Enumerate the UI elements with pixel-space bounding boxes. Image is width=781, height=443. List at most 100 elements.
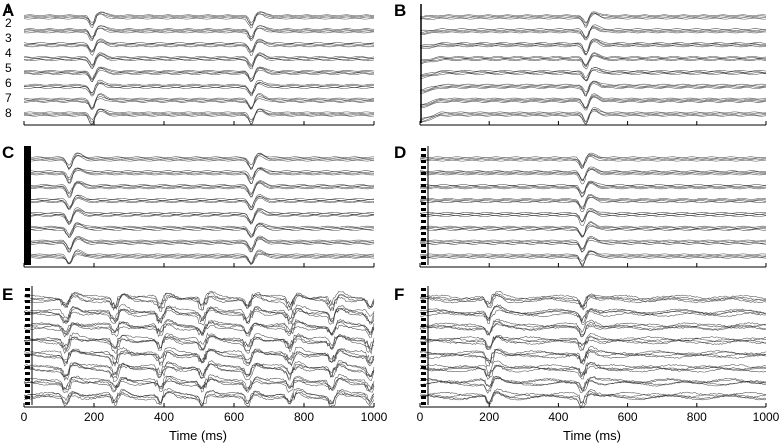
trace-line — [419, 377, 767, 392]
trace-line — [23, 375, 375, 391]
panel-label-e: E — [2, 285, 13, 304]
channel-6-traces — [419, 80, 767, 97]
trace-line — [23, 292, 375, 312]
stimulus-pulse — [421, 312, 426, 315]
stimulus-pulses — [421, 146, 429, 265]
x-tick-label: 0 — [21, 410, 28, 424]
channel-2-traces — [419, 166, 767, 185]
stimulus-pulse — [421, 220, 426, 223]
stimulus-pulse — [25, 396, 30, 399]
stimulus-pulse — [421, 402, 426, 405]
trace-line — [24, 98, 375, 109]
stimulus-pulse — [421, 306, 426, 309]
stimulus-pulse — [421, 354, 426, 357]
trace-line — [419, 335, 767, 351]
stimulus-pulse — [25, 288, 30, 291]
trace-line — [23, 25, 375, 38]
channel-8-traces — [419, 107, 767, 125]
x-tick-label: 1000 — [753, 410, 780, 424]
x-tick-label: 200 — [479, 410, 499, 424]
stimulus-pulse — [421, 244, 426, 247]
trace-line — [419, 55, 767, 70]
channel-label-7: 7 — [5, 91, 12, 105]
trace-line — [23, 11, 375, 23]
trace-line — [24, 250, 375, 265]
stimulus-pulse — [421, 262, 426, 265]
trace-line — [419, 364, 767, 380]
trace-line — [24, 167, 375, 184]
trace-line — [23, 67, 375, 81]
panel-f: 0 200 400 600 800 1000 — [417, 286, 780, 424]
trace-line — [23, 237, 375, 253]
x-tick-label: 1000 — [361, 410, 388, 424]
channel-3-traces — [419, 318, 767, 338]
trace-line — [24, 39, 375, 53]
trace-line — [23, 154, 374, 170]
x-tick-label: 400 — [548, 410, 568, 424]
trace-line — [23, 81, 375, 94]
trace-line — [419, 209, 767, 222]
trace-line — [23, 96, 375, 110]
stimulus-pulse — [25, 366, 30, 369]
trace-line — [23, 197, 375, 211]
x-tick-label: 600 — [618, 410, 638, 424]
trace-line — [419, 67, 767, 81]
channel-6-traces — [23, 222, 375, 238]
stimulus-pulse — [25, 312, 30, 315]
trace-line — [419, 55, 767, 68]
trace-line — [419, 293, 767, 308]
channel-1-traces — [23, 152, 375, 171]
trace-line — [419, 181, 767, 194]
trace-line — [23, 194, 375, 208]
trace-line — [23, 346, 375, 363]
channel-3-traces — [23, 180, 375, 198]
trace-line — [24, 53, 375, 67]
channel-4-traces — [419, 52, 767, 70]
trace-line — [419, 11, 767, 23]
stimulus-pulse — [421, 256, 426, 259]
trace-line — [23, 249, 375, 264]
trace-line — [419, 336, 767, 351]
trace-line — [419, 107, 767, 123]
channel-6-traces — [419, 221, 767, 238]
trace-line — [23, 109, 375, 125]
trace-line — [419, 376, 767, 389]
trace-line — [23, 321, 375, 337]
channel-label-3: 3 — [5, 31, 12, 45]
trace-line — [419, 221, 767, 237]
trace-line — [23, 294, 375, 313]
trace-line — [419, 345, 767, 363]
trace-line — [23, 222, 375, 235]
trace-line — [23, 169, 375, 185]
trace-line — [23, 13, 375, 29]
channel-8-traces — [23, 388, 375, 408]
stimulus-pulse — [421, 178, 426, 181]
stimulus-pulse — [421, 288, 426, 291]
channel-3-traces — [419, 38, 767, 56]
trace-line — [24, 348, 375, 364]
channel-8-traces — [23, 249, 375, 266]
stimulus-pulse — [25, 354, 30, 357]
channel-4-traces — [23, 332, 375, 355]
trace-line — [23, 235, 375, 250]
channel-5-traces — [23, 207, 375, 226]
stimulus-pulse — [421, 336, 426, 339]
stimulus-pulses — [421, 286, 429, 405]
trace-line — [419, 320, 767, 337]
stimulus-pulse — [25, 294, 30, 297]
trace-line — [419, 224, 767, 238]
trace-line — [419, 392, 767, 409]
trace-line — [419, 94, 767, 109]
panel-label-d: D — [394, 143, 406, 162]
channel-2-traces — [23, 167, 375, 185]
stimulus-pulses — [25, 286, 33, 405]
trace-line — [419, 70, 767, 82]
stimulus-pulse — [421, 214, 426, 217]
trace-line — [23, 25, 375, 40]
channel-2-traces — [23, 25, 375, 42]
trace-line — [23, 223, 375, 238]
trace-line — [23, 38, 375, 51]
stimulus-pulse — [421, 196, 426, 199]
stimulus-pulse — [421, 396, 426, 399]
trace-line — [23, 181, 375, 197]
